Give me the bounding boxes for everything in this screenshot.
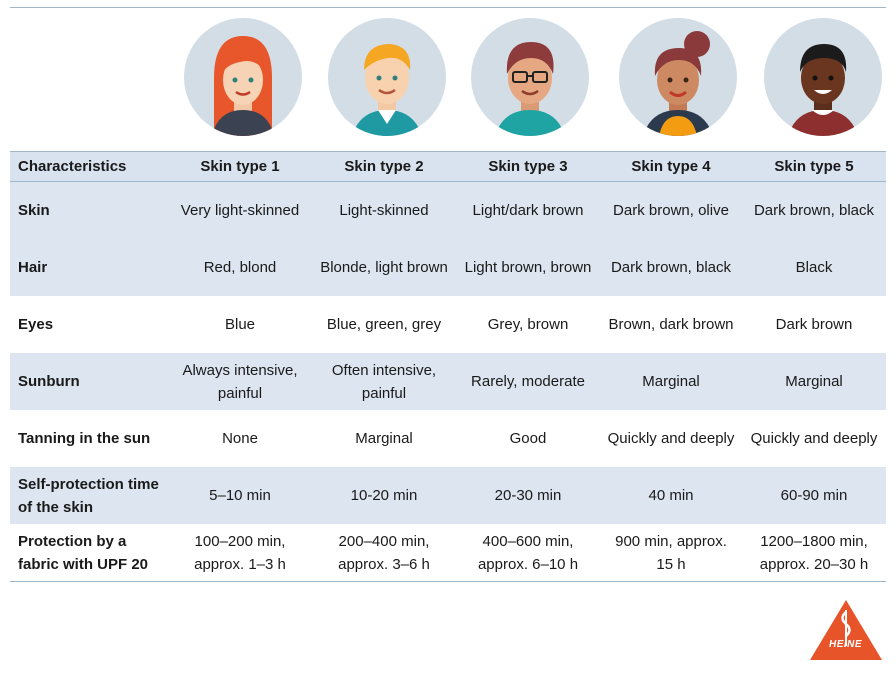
table-cell: Light brown, brown (456, 239, 600, 296)
table-row-tanning: Tanning in the sun None Marginal Good Qu… (10, 410, 886, 467)
row-label: Eyes (10, 296, 168, 353)
skin-type-table: Characteristics Skin type 1 Skin type 2 … (10, 151, 886, 582)
table-cell: None (168, 410, 312, 467)
table-cell: Dark brown, black (600, 239, 742, 296)
avatar-skin-type-3 (471, 18, 589, 136)
table-cell: 20-30 min (456, 467, 600, 524)
table-cell: Dark brown, olive (600, 181, 742, 239)
header-skin-type-5: Skin type 5 (742, 151, 886, 182)
table-cell: Blonde, light brown (312, 239, 456, 296)
table-cell: Dark brown, black (742, 181, 886, 239)
heine-logo-icon (810, 600, 882, 660)
row-label: Protection by a fabric with UPF 20 (10, 524, 168, 582)
table-cell: Grey, brown (456, 296, 600, 353)
header-characteristics: Characteristics (10, 151, 168, 182)
table-row-sunburn: Sunburn Always intensive, painful Often … (10, 353, 886, 410)
table-cell: 60-90 min (742, 467, 886, 524)
table-cell: 5–10 min (168, 467, 312, 524)
table-cell: 900 min, approx. 15 h (600, 524, 742, 582)
table-cell: 400–600 min, approx. 6–10 h (456, 524, 600, 582)
heine-logo-text: HEINE (829, 639, 863, 650)
row-label: Skin (10, 181, 168, 239)
table-row-hair: Hair Red, blond Blonde, light brown Ligh… (10, 239, 886, 296)
table-cell: Blue (168, 296, 312, 353)
header-skin-type-1: Skin type 1 (168, 151, 312, 182)
header-skin-type-4: Skin type 4 (600, 151, 742, 182)
table-cell: Quickly and deeply (742, 410, 886, 467)
table-cell: Rarely, moderate (456, 353, 600, 410)
table-cell: Often intensive, painful (312, 353, 456, 410)
table-cell: Marginal (742, 353, 886, 410)
avatar-skin-type-5 (764, 18, 882, 136)
table-row-self-protection: Self-protection time of the skin 5–10 mi… (10, 467, 886, 524)
table-cell: 100–200 min, approx. 1–3 h (168, 524, 312, 582)
table-header-row: Characteristics Skin type 1 Skin type 2 … (10, 151, 886, 182)
row-label: Tanning in the sun (10, 410, 168, 467)
table-cell: Dark brown (742, 296, 886, 353)
table-row-eyes: Eyes Blue Blue, green, grey Grey, brown … (10, 296, 886, 353)
top-rule (10, 7, 886, 8)
row-label: Hair (10, 239, 168, 296)
table-cell: Marginal (600, 353, 742, 410)
table-cell: Marginal (312, 410, 456, 467)
table-row-skin: Skin Very light-skinned Light-skinned Li… (10, 181, 886, 239)
table-cell: Brown, dark brown (600, 296, 742, 353)
table-cell: 40 min (600, 467, 742, 524)
table-cell: Light/dark brown (456, 181, 600, 239)
table-cell: 10-20 min (312, 467, 456, 524)
table-cell: Quickly and deeply (600, 410, 742, 467)
table-cell: 1200–1800 min, approx. 20–30 h (742, 524, 886, 582)
header-skin-type-2: Skin type 2 (312, 151, 456, 182)
table-cell: 200–400 min, approx. 3–6 h (312, 524, 456, 582)
avatar-skin-type-2 (328, 18, 446, 136)
header-skin-type-3: Skin type 3 (456, 151, 600, 182)
table-row-upf-protection: Protection by a fabric with UPF 20 100–2… (10, 524, 886, 582)
table-cell: Good (456, 410, 600, 467)
table-cell: Blue, green, grey (312, 296, 456, 353)
avatar-skin-type-4 (619, 18, 737, 136)
avatar-row (10, 18, 886, 142)
table-cell: Always intensive, painful (168, 353, 312, 410)
table-cell: Very light-skinned (168, 181, 312, 239)
table-cell: Red, blond (168, 239, 312, 296)
row-label: Self-protection time of the skin (10, 467, 168, 524)
row-label: Sunburn (10, 353, 168, 410)
table-cell: Black (742, 239, 886, 296)
table-cell: Light-skinned (312, 181, 456, 239)
avatar-skin-type-1 (184, 18, 302, 136)
